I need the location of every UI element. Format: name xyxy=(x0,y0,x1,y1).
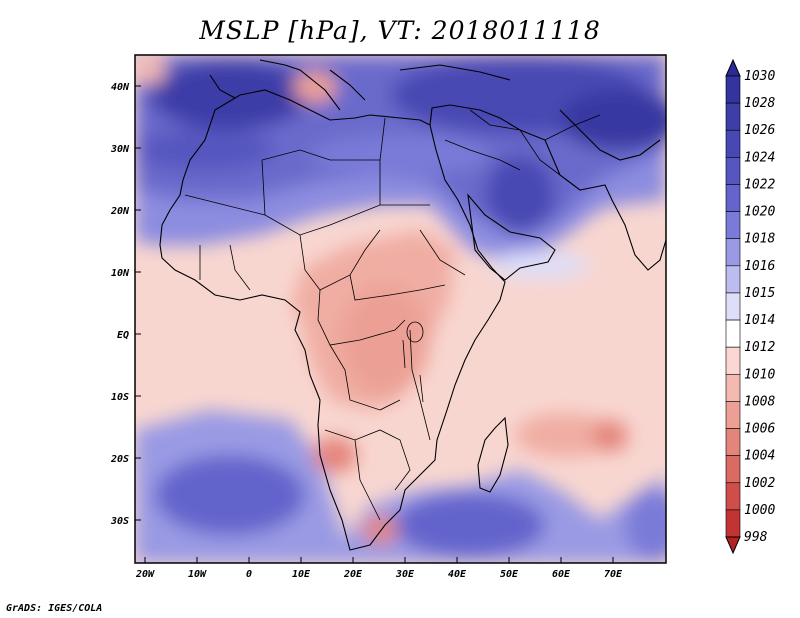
colorbar-label: 998 xyxy=(744,530,768,545)
lon-tick: 70E xyxy=(604,557,623,580)
lat-tick-label: 20S xyxy=(110,454,129,465)
lon-tick: 20W xyxy=(135,557,155,580)
lat-tick: 30S xyxy=(110,516,141,527)
pressure-field xyxy=(135,55,666,563)
colorbar-cap-bottom xyxy=(725,536,741,555)
lat-tick-label: 30N xyxy=(110,144,130,155)
colorbar-label: 1010 xyxy=(744,367,775,382)
colorbar-label: 1012 xyxy=(744,340,775,355)
colorbar-swatch xyxy=(725,401,741,429)
lon-tick-label: 20W xyxy=(135,569,155,580)
colorbar-swatch xyxy=(725,238,741,267)
map-frame xyxy=(134,54,667,564)
colorbar-label: 1018 xyxy=(744,232,775,247)
colorbar-label: 1022 xyxy=(744,177,775,192)
lat-tick-label: 40N xyxy=(111,82,130,93)
colorbar-swatch xyxy=(725,211,741,240)
colorbar-label: 1000 xyxy=(744,503,775,518)
lon-tick-label: 20E xyxy=(343,569,363,580)
colorbar-swatch xyxy=(725,319,741,348)
lat-tick: 20S xyxy=(110,454,141,465)
lon-tick-label: 60E xyxy=(552,569,571,580)
colorbar-swatch xyxy=(725,482,741,511)
lon-tick: 10E xyxy=(292,557,311,580)
lon-tick: 40E xyxy=(448,557,467,580)
lat-tick-label: 10S xyxy=(111,392,129,403)
lat-tick: 10S xyxy=(111,392,141,403)
lat-tick: 40N xyxy=(111,82,141,93)
colorbar-swatch xyxy=(725,346,741,375)
colorbar-label: 1026 xyxy=(744,123,775,138)
country-borders xyxy=(184,109,601,521)
colorbar-label: 1004 xyxy=(744,449,775,464)
colorbar-label: 1015 xyxy=(744,286,775,301)
lon-tick-label: 50E xyxy=(500,569,519,580)
coastlines xyxy=(159,59,666,551)
lat-tick: 10N xyxy=(111,268,141,279)
colorbar-label: 1020 xyxy=(744,205,775,220)
lon-tick: 0 xyxy=(246,557,252,580)
lon-tick-label: 30E xyxy=(395,569,415,580)
lon-tick: 10W xyxy=(188,557,207,580)
map-title: MSLP [hPa], VT: 2018011118 xyxy=(199,16,601,45)
credit-text: GrADS: IGES/COLA xyxy=(6,603,103,614)
lat-tick: 30N xyxy=(110,144,141,155)
colorbar-label: 1016 xyxy=(744,259,775,274)
lon-tick-label: 10W xyxy=(188,569,207,580)
lat-tick-label: EQ xyxy=(117,330,129,341)
colorbar-swatch xyxy=(725,455,741,484)
colorbar-label: 1024 xyxy=(744,150,775,165)
colorbar-cap-top xyxy=(725,58,741,77)
colorbar-swatch xyxy=(725,509,741,538)
lon-tick-label: 0 xyxy=(246,569,252,580)
colorbar-label: 1030 xyxy=(744,69,775,84)
colorbar-label: 1008 xyxy=(744,394,775,409)
latitude-axis: 40N 30N 20N 10N EQ 10S 20S 30S xyxy=(110,82,141,527)
lon-tick: 30E xyxy=(395,557,415,580)
lon-tick-label: 10E xyxy=(292,569,311,580)
lon-tick: 20E xyxy=(343,557,363,580)
colorbar-swatch xyxy=(725,428,741,456)
colorbar-swatch xyxy=(725,102,741,131)
lakes xyxy=(402,321,424,403)
colorbar-label: 1006 xyxy=(744,422,775,437)
lat-tick-label: 20N xyxy=(110,206,130,217)
lat-tick-label: 10N xyxy=(111,268,130,279)
lat-tick: 20N xyxy=(110,206,141,217)
colorbar-swatch xyxy=(725,184,741,212)
colorbar-swatch xyxy=(725,373,741,402)
lon-tick: 60E xyxy=(552,557,571,580)
colorbar-label: 1028 xyxy=(744,96,775,111)
lon-tick-label: 40E xyxy=(448,569,467,580)
colorbar: 1030 1028 1026 1024 1022 1020 1018 1016 1015 1014… xyxy=(725,58,775,555)
colorbar-swatch xyxy=(725,129,741,158)
colorbar-swatch xyxy=(725,292,741,321)
lat-tick-label: 30S xyxy=(110,516,129,527)
lon-tick-label: 70E xyxy=(604,569,623,580)
colorbar-swatch xyxy=(725,75,741,104)
longitude-axis: 20W 10W 0 10E 20E 30E 40E 50E 60E 70E xyxy=(135,557,623,580)
lat-tick: EQ xyxy=(117,330,141,341)
colorbar-swatch xyxy=(725,157,741,185)
colorbar-swatch xyxy=(725,265,741,294)
lon-tick: 50E xyxy=(500,557,519,580)
colorbar-label: 1002 xyxy=(744,476,775,491)
colorbar-label: 1014 xyxy=(744,313,775,328)
